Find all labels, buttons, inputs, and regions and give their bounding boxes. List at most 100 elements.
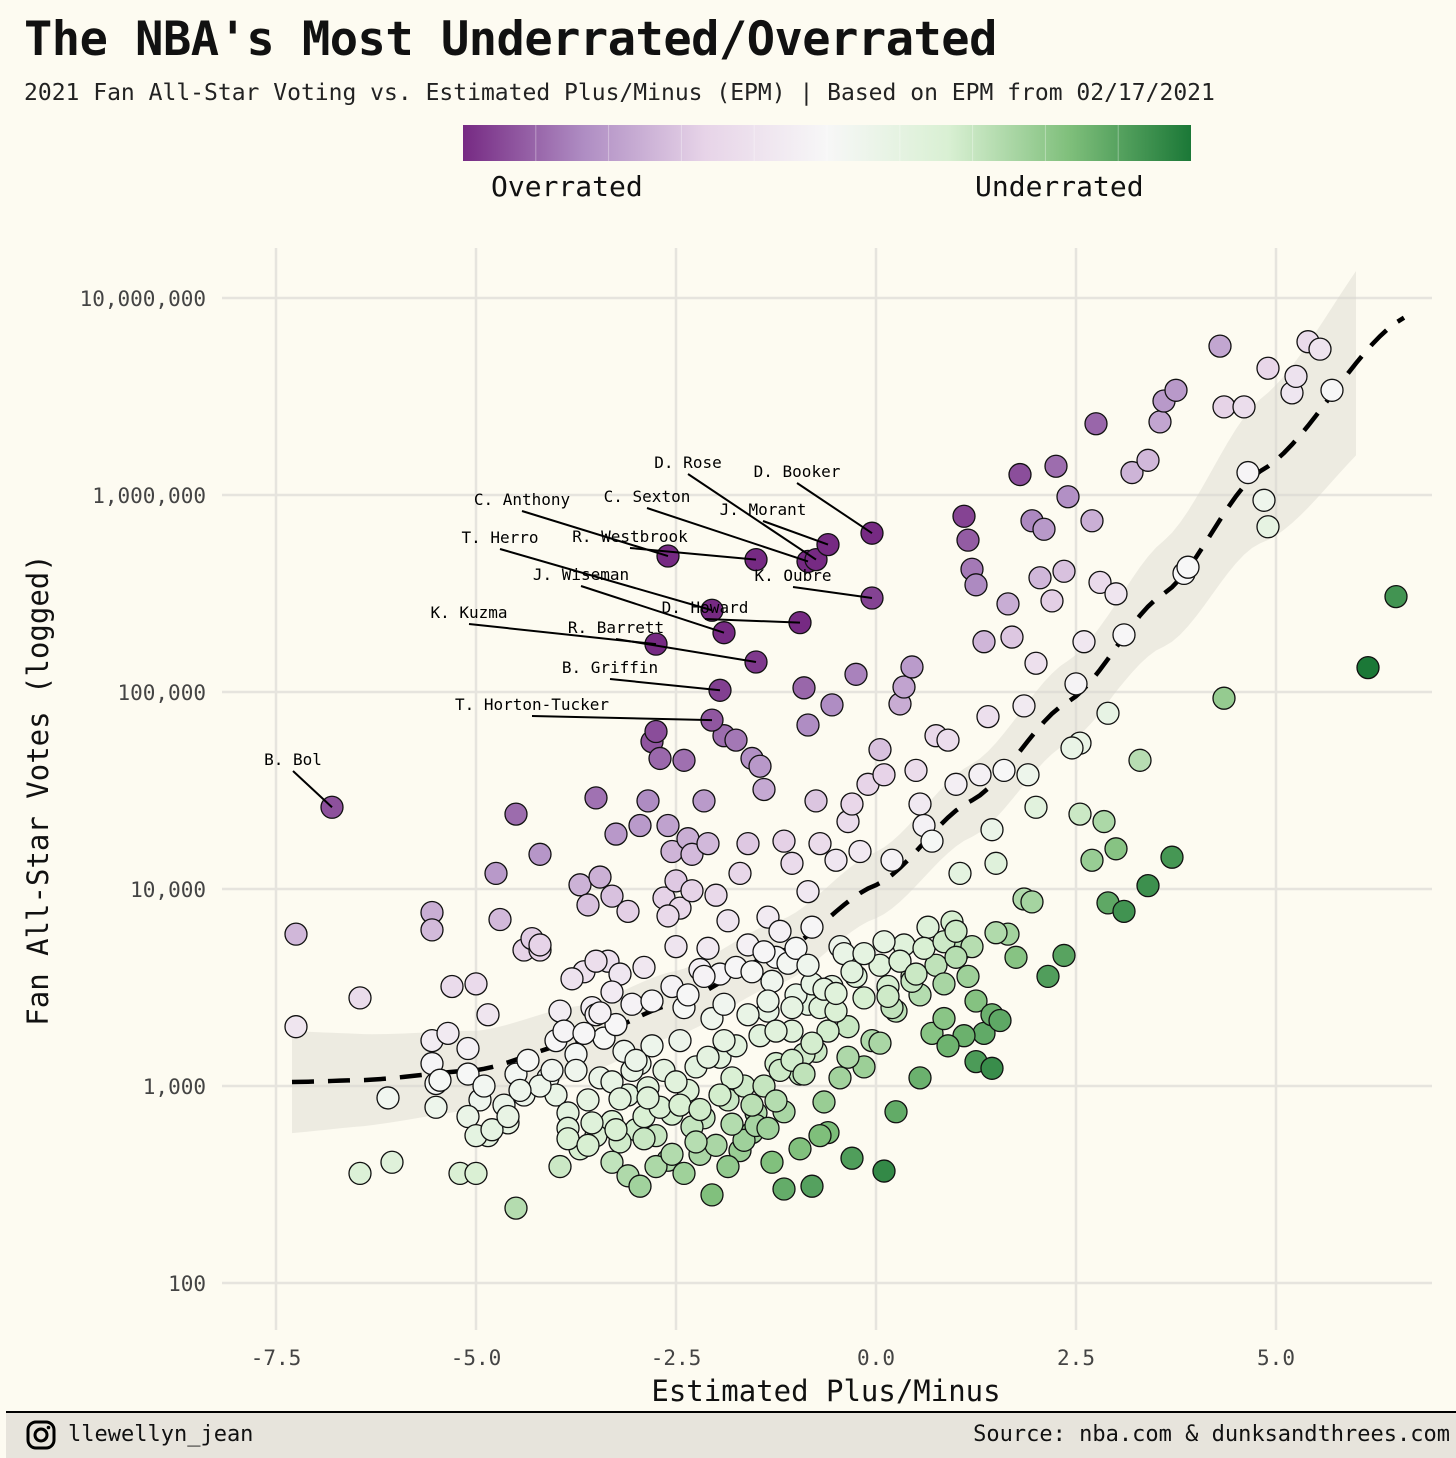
data-point xyxy=(424,1095,448,1119)
data-point xyxy=(936,1034,960,1058)
data-point xyxy=(868,1031,892,1055)
y-tick-label: 100 xyxy=(168,1272,206,1296)
data-point xyxy=(944,772,968,796)
data-point xyxy=(760,969,784,993)
data-point xyxy=(992,758,1016,783)
data-point xyxy=(1072,630,1096,654)
legend-colorbar xyxy=(463,125,1191,161)
label-leader-line xyxy=(646,507,809,563)
data-point xyxy=(980,818,1004,842)
data-point xyxy=(1284,364,1308,389)
data-point xyxy=(620,992,644,1016)
data-point xyxy=(784,936,808,960)
data-point xyxy=(664,1070,688,1094)
data-point xyxy=(464,1161,488,1186)
x-axis-label: Estimated Plus/Minus xyxy=(651,1374,1000,1408)
data-point xyxy=(796,713,820,737)
data-point xyxy=(348,1161,372,1186)
data-point xyxy=(720,1112,744,1136)
data-point xyxy=(812,1090,836,1114)
data-point xyxy=(1080,848,1104,872)
data-point xyxy=(1252,488,1276,512)
data-point xyxy=(1164,378,1188,402)
data-point xyxy=(780,995,804,1020)
data-point xyxy=(1136,448,1160,472)
data-point xyxy=(1308,337,1332,361)
data-point xyxy=(976,704,1000,729)
instagram-icon xyxy=(26,1420,56,1450)
chart-subtitle: 2021 Fan All-Star Voting vs. Estimated P… xyxy=(24,80,1215,106)
data-point xyxy=(692,789,716,813)
data-point xyxy=(428,1068,452,1092)
data-point xyxy=(672,1161,696,1186)
data-point xyxy=(604,1012,628,1037)
footer-source: Source: nba.com & dunksandthrees.com xyxy=(973,1422,1450,1447)
point-label: B. Bol xyxy=(264,750,322,769)
data-point xyxy=(944,919,968,943)
data-point xyxy=(1120,460,1144,485)
data-point xyxy=(840,792,864,816)
data-point xyxy=(996,592,1020,616)
data-point xyxy=(816,1019,840,1043)
data-point xyxy=(1052,559,1076,583)
data-point xyxy=(456,1036,480,1061)
data-point xyxy=(984,921,1008,945)
point-label: T. Horton-Tucker xyxy=(455,695,609,714)
footer-handle[interactable]: llewellyn_jean xyxy=(68,1422,254,1447)
data-point xyxy=(932,1006,956,1031)
data-point xyxy=(680,842,704,866)
label-leader-line xyxy=(292,770,333,808)
data-point xyxy=(752,777,776,802)
data-point xyxy=(692,964,716,989)
point-label: B. Griffin xyxy=(562,658,658,677)
data-point xyxy=(764,1019,788,1043)
data-point xyxy=(800,1031,824,1055)
label-leader-line xyxy=(704,618,801,624)
data-point xyxy=(436,1021,460,1046)
data-point xyxy=(632,1127,656,1151)
data-point xyxy=(956,964,980,989)
data-point xyxy=(708,1083,732,1107)
data-point xyxy=(644,719,668,744)
data-point xyxy=(792,676,816,700)
data-point xyxy=(852,941,876,966)
data-point xyxy=(668,1093,692,1117)
data-point xyxy=(1024,795,1048,819)
data-point xyxy=(472,1074,496,1098)
data-point xyxy=(1064,672,1088,696)
data-point xyxy=(968,763,992,787)
data-point xyxy=(780,851,804,875)
data-point xyxy=(548,999,572,1023)
data-point xyxy=(960,934,984,959)
point-label: D. Rose xyxy=(654,453,721,472)
data-point xyxy=(668,1028,692,1053)
data-point xyxy=(756,989,780,1013)
data-point xyxy=(1236,460,1260,485)
point-label: K. Oubre xyxy=(754,566,831,585)
x-tick-label: 0.0 xyxy=(857,1346,895,1370)
data-point xyxy=(1052,943,1076,968)
data-point xyxy=(736,1003,760,1027)
data-point xyxy=(808,831,832,856)
data-point xyxy=(1000,625,1024,649)
data-point xyxy=(1136,873,1160,898)
data-point xyxy=(540,1058,564,1083)
data-point xyxy=(676,983,700,1007)
data-point xyxy=(600,1150,624,1174)
data-point xyxy=(908,792,932,816)
data-point xyxy=(1032,517,1056,541)
data-point xyxy=(672,748,696,772)
data-point xyxy=(456,1062,480,1086)
data-point xyxy=(1016,763,1040,787)
data-point xyxy=(1004,945,1028,969)
data-point xyxy=(1176,555,1200,579)
data-point xyxy=(1104,582,1128,606)
y-tick-label: 100,000 xyxy=(117,681,206,705)
data-point xyxy=(588,1001,612,1025)
data-point xyxy=(1256,356,1280,380)
data-point xyxy=(772,1177,796,1201)
data-point xyxy=(1356,655,1380,680)
confidence-band-area xyxy=(292,271,1356,1134)
data-point xyxy=(552,1019,576,1043)
data-point xyxy=(704,883,728,907)
